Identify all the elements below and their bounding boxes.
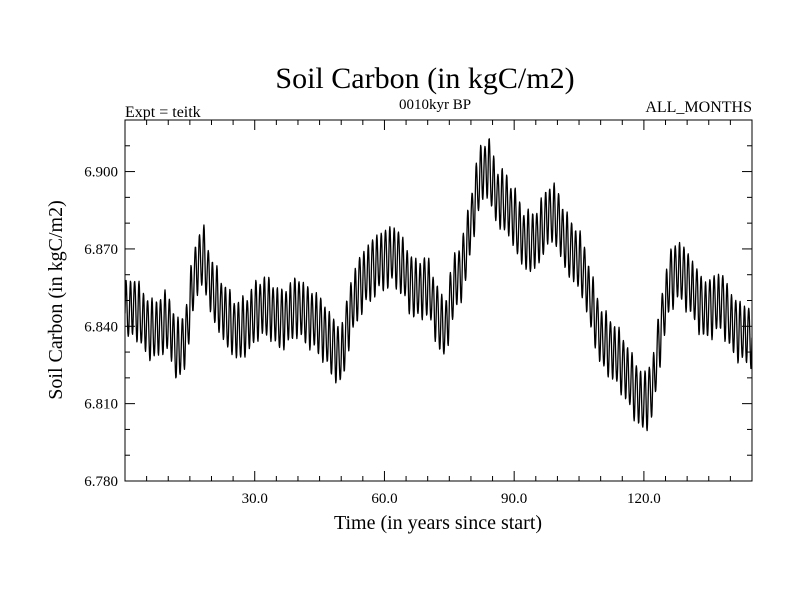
- months-label: ALL_MONTHS: [645, 99, 752, 116]
- x-axis: 30.0 60.0 90.0 120.0: [146, 120, 731, 507]
- x-tick-label: 60.0: [371, 491, 397, 507]
- y-tick-label: 6.780: [84, 474, 118, 490]
- x-axis-label: Time (in years since start): [334, 512, 542, 534]
- x-tick-label: 90.0: [501, 491, 527, 507]
- y-axis: 6.780 6.810 6.840 6.870 6.900: [84, 145, 752, 490]
- y-tick-label: 6.840: [84, 319, 118, 335]
- x-tick-label: 120.0: [627, 491, 661, 507]
- experiment-label: Expt = teitk: [125, 104, 201, 121]
- chart-title: Soil Carbon (in kgC/m2): [275, 62, 574, 95]
- plot-area: [125, 138, 752, 432]
- x-tick-label: 30.0: [242, 491, 268, 507]
- chart-subtitle: 0010kyr BP: [399, 97, 471, 113]
- y-tick-label: 6.870: [84, 242, 118, 258]
- y-axis-label: Soil Carbon (in kgC/m2): [45, 200, 67, 399]
- y-tick-label: 6.810: [84, 397, 118, 413]
- soil-carbon-series-line: [125, 138, 752, 432]
- y-tick-label: 6.900: [84, 165, 118, 181]
